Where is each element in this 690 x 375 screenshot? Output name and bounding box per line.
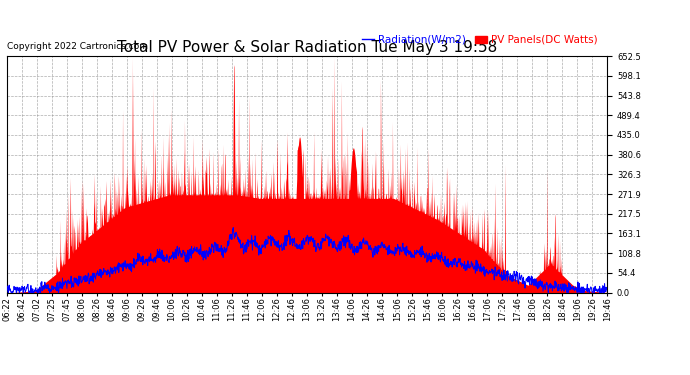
- Legend: Radiation(W/m2), PV Panels(DC Watts): Radiation(W/m2), PV Panels(DC Watts): [357, 31, 602, 49]
- Title: Total PV Power & Solar Radiation Tue May 3 19:58: Total PV Power & Solar Radiation Tue May…: [117, 40, 497, 55]
- Text: Copyright 2022 Cartronics.com: Copyright 2022 Cartronics.com: [7, 42, 148, 51]
